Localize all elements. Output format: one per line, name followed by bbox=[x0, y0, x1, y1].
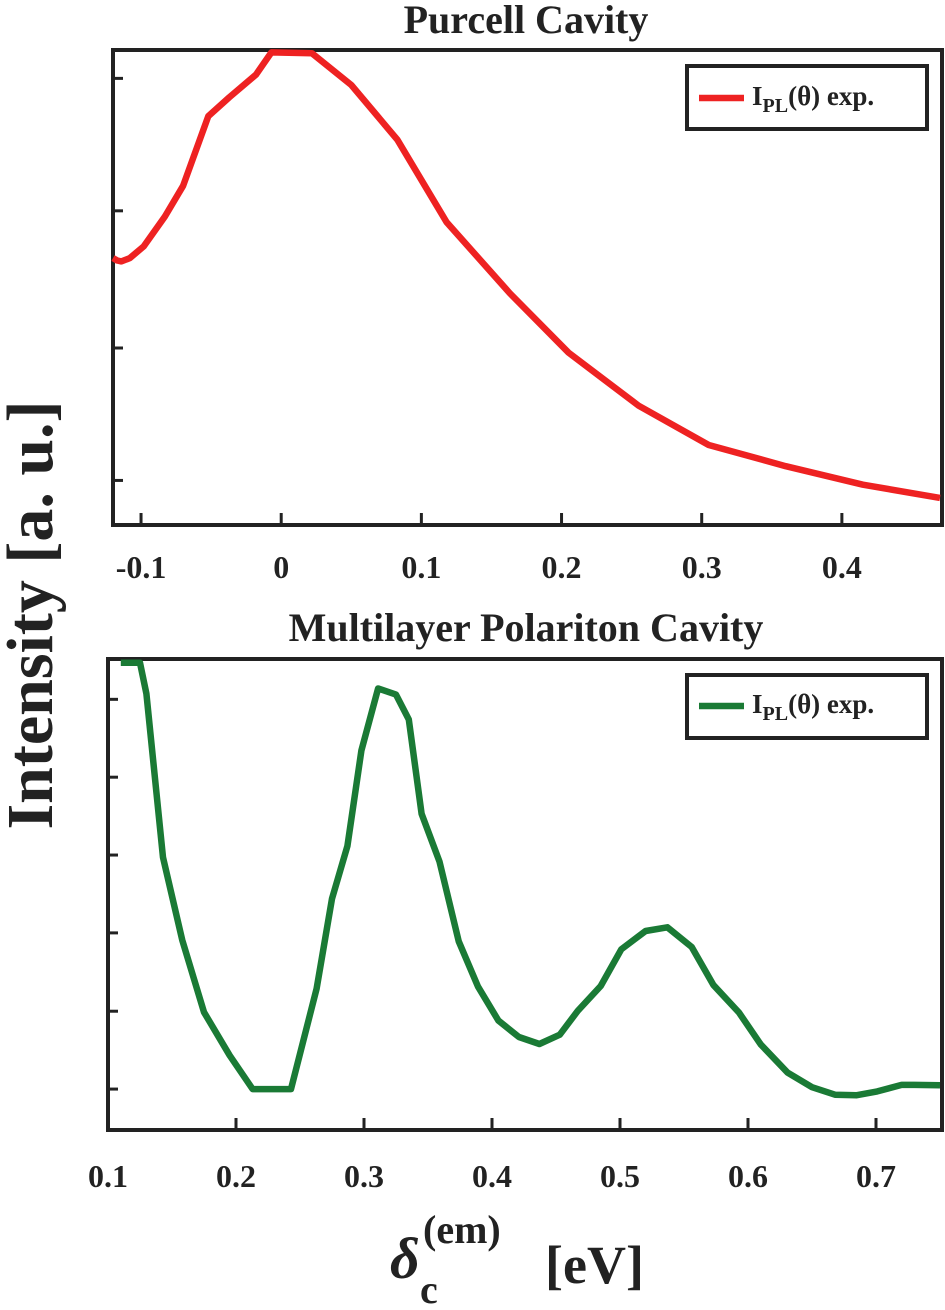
x-axis-superscript: (em) bbox=[423, 1207, 501, 1252]
x-tick-label: 0.7 bbox=[856, 1158, 896, 1194]
x-axis-symbol: δ bbox=[390, 1226, 420, 1291]
x-tick-label: 0.4 bbox=[472, 1158, 512, 1194]
series-line bbox=[111, 49, 941, 502]
x-tick-label: 0.5 bbox=[600, 1158, 640, 1194]
chart-title: Purcell Cavity bbox=[404, 0, 649, 42]
x-tick-label: 0.6 bbox=[728, 1158, 768, 1194]
y-ticks bbox=[113, 76, 123, 482]
y-axis-label: Intensity [a. u.] bbox=[0, 400, 67, 829]
chart-bottom: Multilayer Polariton Cavity 0.1 0.2 0.3 0.4… bbox=[88, 605, 944, 1194]
x-tick-label: 0.3 bbox=[682, 549, 722, 585]
series-line bbox=[120, 659, 941, 1099]
x-tick-label: 0.1 bbox=[401, 549, 441, 585]
x-tick-label: 0.3 bbox=[344, 1158, 384, 1194]
x-axis-unit: [eV] bbox=[545, 1235, 644, 1295]
x-axis-subscript: c bbox=[420, 1267, 438, 1310]
chart-top: Purcell Cavity -0.1 0 0.1 0.2 0.3 0.4 IPL(θ) … bbox=[111, 0, 944, 585]
x-tick-label: -0.1 bbox=[116, 549, 167, 585]
x-tick-label: 0.4 bbox=[822, 549, 862, 585]
legend: IPL(θ) exp. bbox=[685, 673, 929, 740]
chart-title: Multilayer Polariton Cavity bbox=[289, 605, 764, 650]
legend-label: IPL(θ) exp. bbox=[752, 689, 874, 725]
x-tick-labels: -0.1 0 0.1 0.2 0.3 0.4 bbox=[116, 513, 862, 585]
x-tick-labels: 0.1 0.2 0.3 0.4 0.5 0.6 0.7 bbox=[88, 1118, 896, 1194]
legend-label: IPL(θ) exp. bbox=[752, 81, 874, 117]
x-tick-label: 0.2 bbox=[216, 1158, 256, 1194]
x-tick-label: 0.2 bbox=[542, 549, 582, 585]
x-tick-label: 0.1 bbox=[88, 1158, 128, 1194]
x-tick-label: 0 bbox=[273, 549, 289, 585]
plot-frame bbox=[111, 48, 944, 527]
y-ticks bbox=[108, 697, 118, 1091]
plot-frame bbox=[106, 657, 944, 1132]
legend: IPL(θ) exp. bbox=[685, 64, 929, 131]
x-axis-label: δ (em) c [eV] bbox=[390, 1207, 644, 1310]
